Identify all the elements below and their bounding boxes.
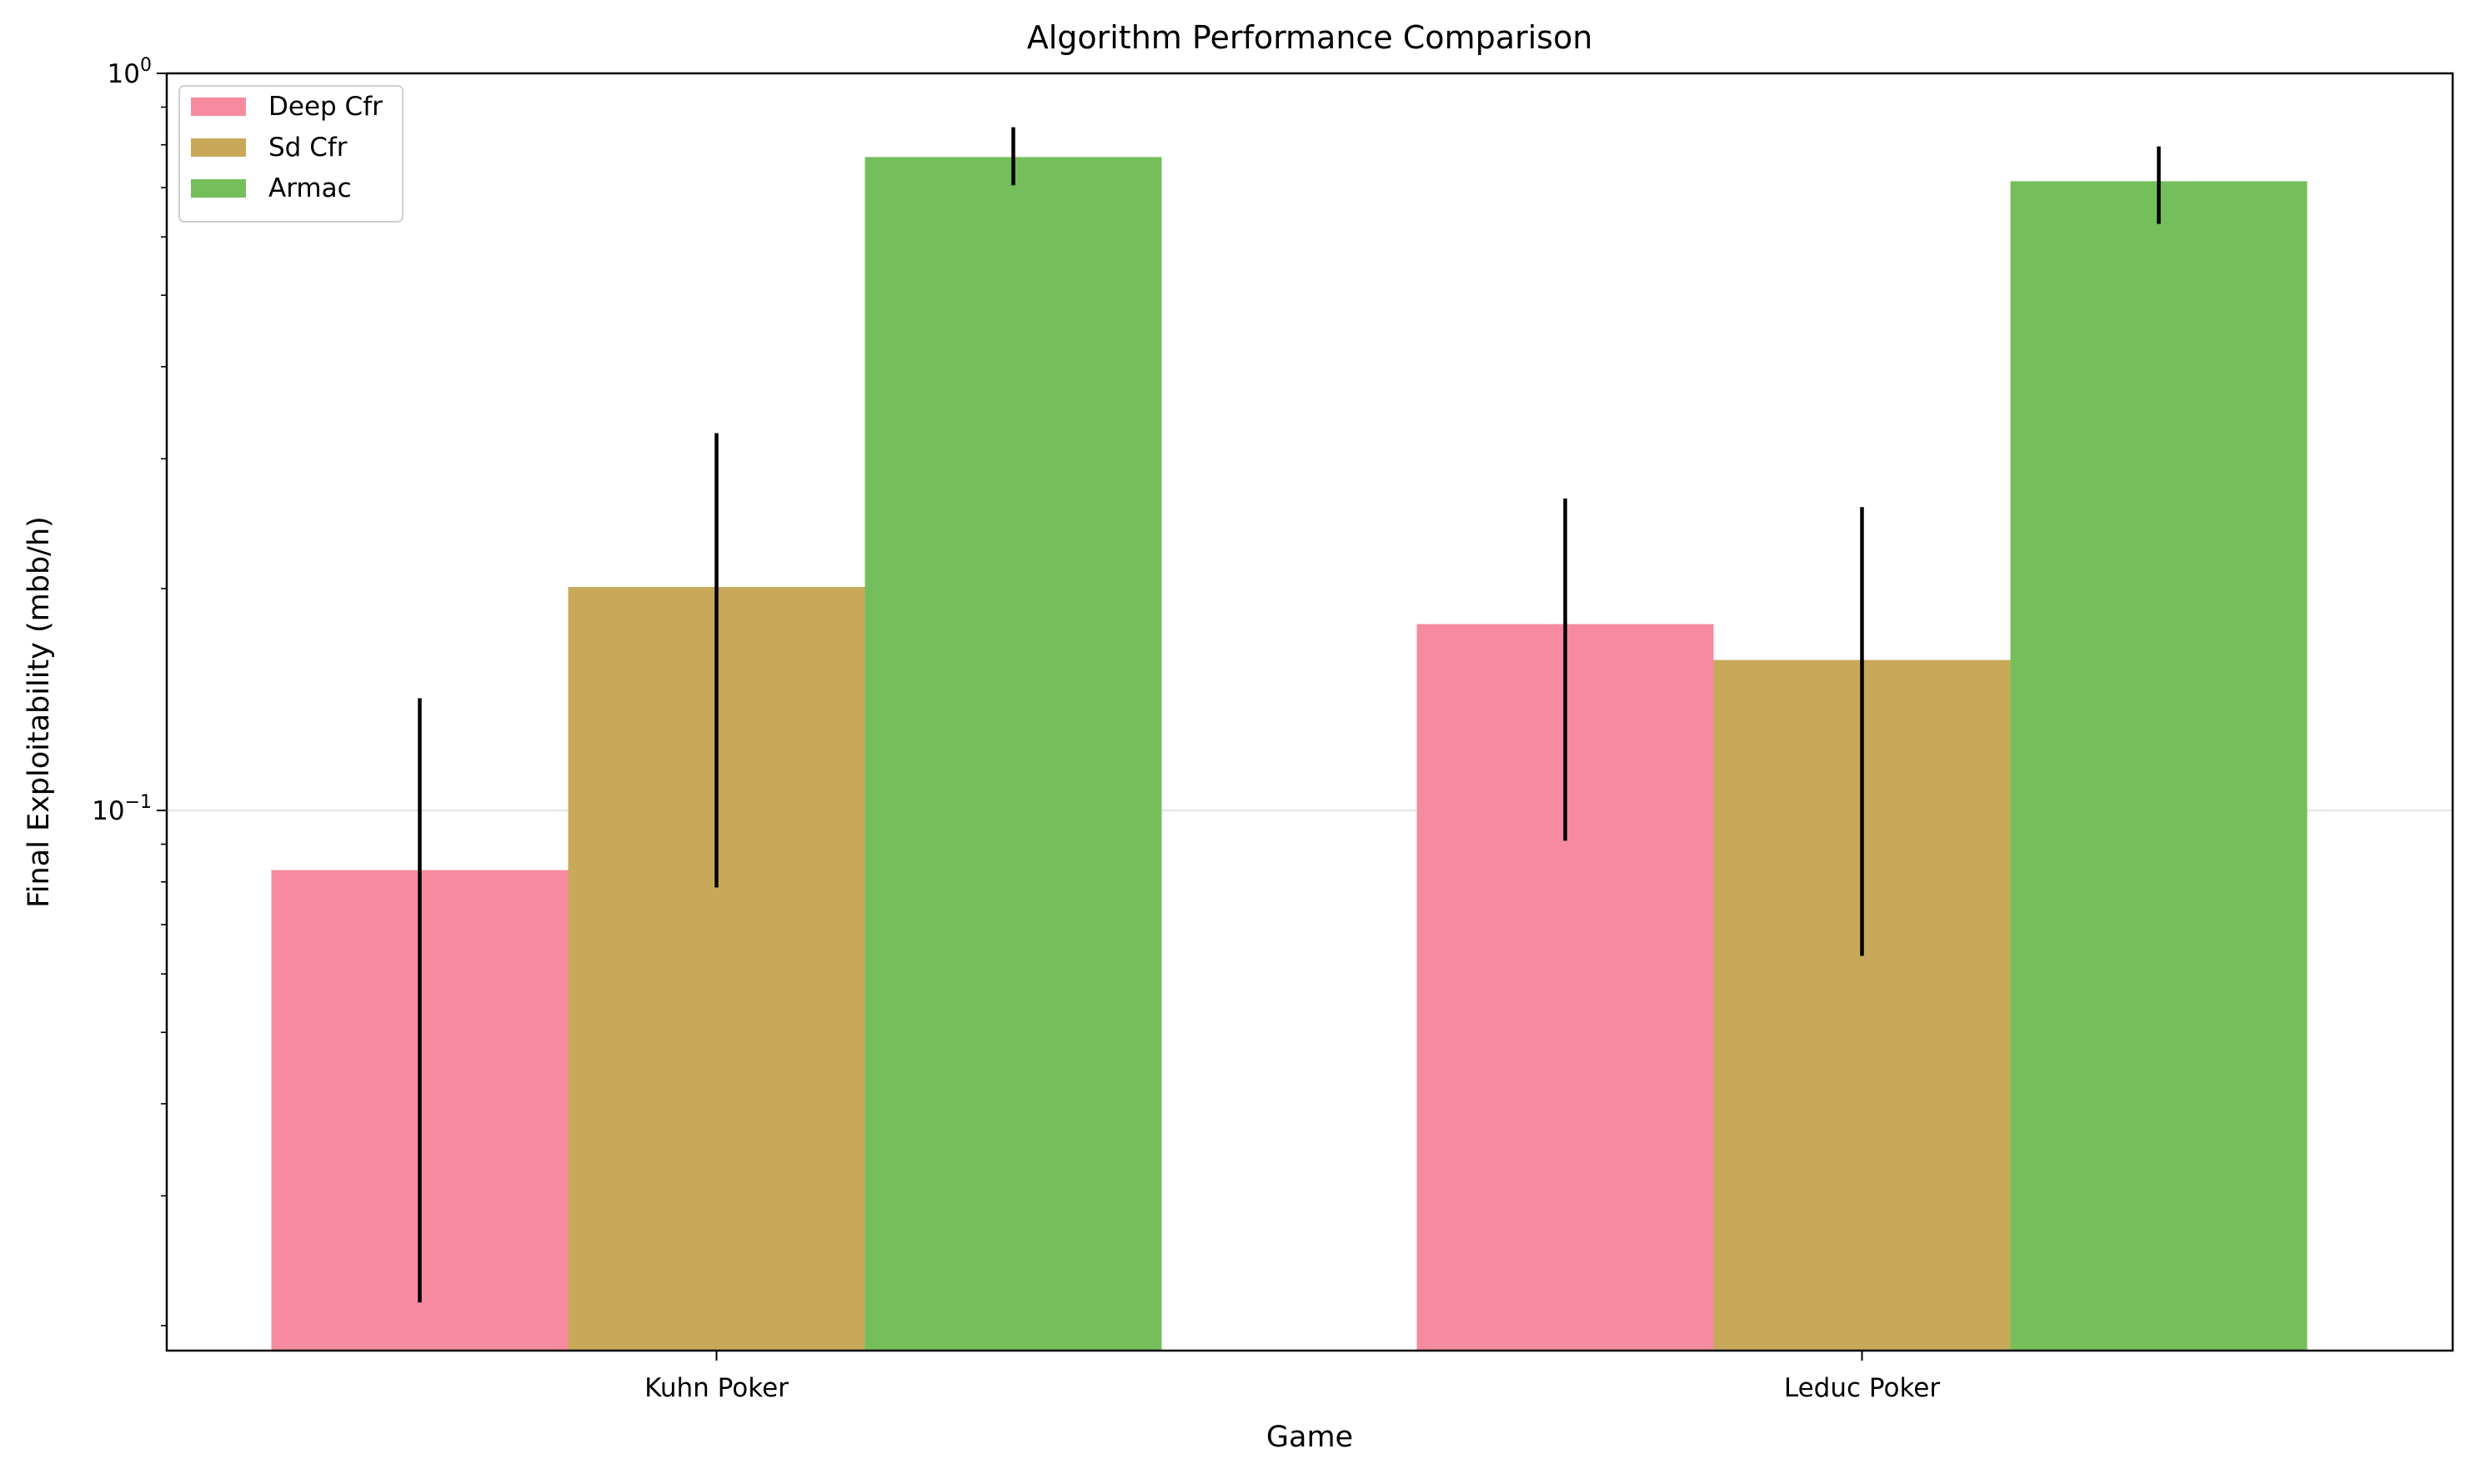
- y-axis-label: Final Exploitability (mbb/h): [23, 516, 56, 908]
- plot-frame: [165, 72, 2454, 1352]
- y-tick-label: 100: [108, 55, 152, 89]
- legend-label: Deep Cfr: [268, 92, 383, 122]
- bar-armac: [2010, 181, 2308, 1351]
- legend-label: Sd Cfr: [268, 133, 348, 163]
- errorbar-layer: [418, 127, 2161, 1303]
- x-tick-label: Kuhn Poker: [644, 1373, 789, 1403]
- ticks-layer: 10−1 100 Kuhn Poker Leduc Poker: [92, 55, 1940, 1403]
- legend-swatch: [191, 138, 246, 157]
- legend: Deep Cfr Sd Cfr Armac: [178, 85, 403, 223]
- y-tick-label: 10−1: [92, 792, 152, 826]
- x-tick-label: Leduc Poker: [1784, 1373, 1940, 1403]
- legend-label: Armac: [268, 173, 352, 203]
- legend-swatch: [191, 98, 246, 116]
- x-axis-label: Game: [1266, 1421, 1353, 1454]
- legend-swatch: [191, 179, 246, 198]
- bar-armac: [865, 157, 1162, 1351]
- chart-title: Algorithm Performance Comparison: [1027, 19, 1593, 56]
